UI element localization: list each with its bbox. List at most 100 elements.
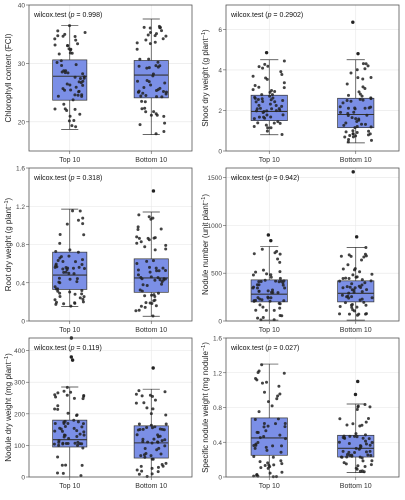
data-point [345,452,349,456]
data-point [343,301,347,305]
y-tick-label: 1.2 [213,370,222,377]
data-point [283,437,287,441]
data-point [279,459,283,463]
y-tick-label: 400 [14,348,25,355]
data-point [341,267,345,271]
data-point [346,263,350,267]
y-tick-label: 2 [218,108,222,115]
data-point [260,93,264,97]
data-point [353,286,357,290]
annotation-p-label: p [267,345,272,352]
data-point [355,305,359,309]
data-point [154,304,158,308]
data-point [56,34,60,38]
data-point [278,433,282,437]
x-tick-label: Bottom 10 [340,483,372,490]
data-point [149,423,153,427]
data-point [77,80,81,84]
outlier-point [353,392,358,397]
panel-border [225,4,400,152]
data-point [69,304,73,308]
data-point [142,401,146,405]
data-point [148,270,152,274]
data-point [369,96,373,100]
data-point [260,97,264,101]
data-point [363,122,367,126]
data-point [148,301,152,305]
panel-border [28,337,193,478]
data-point [280,104,284,108]
data-point [368,443,372,447]
data-point [163,121,167,125]
outlier-point [354,235,359,239]
data-point [54,264,58,268]
data-point [154,266,158,270]
data-point [278,306,282,310]
data-point [56,289,60,293]
data-point [53,298,57,302]
annotation-p-value: = 0.119 [74,345,99,352]
data-point [156,470,160,474]
data-point [338,312,342,316]
data-point [276,394,280,398]
data-point [162,130,166,134]
data-point [67,271,71,275]
annotation-p-value: = 0.027 [271,345,297,352]
data-point [147,80,151,84]
data-point [62,69,66,73]
data-point [278,270,282,274]
data-point [264,445,268,449]
data-point [73,34,77,38]
data-point [141,427,145,431]
data-point [260,363,264,367]
data-point [251,88,255,92]
data-point [58,291,62,295]
y-axis-label-end: ) [4,353,13,356]
data-point [54,287,58,291]
data-point [256,98,260,102]
box-top-10 [52,385,88,478]
data-point [365,113,369,117]
data-point [154,132,158,136]
data-point [347,296,351,300]
data-point [148,265,152,269]
data-point [150,466,154,470]
data-point [140,99,144,103]
data-point [53,37,57,41]
data-point [139,304,143,308]
data-point [364,62,368,66]
data-point [62,102,66,106]
data-point [352,288,356,292]
data-point [141,437,145,441]
data-point [75,429,79,433]
data-point [151,216,155,220]
data-point [274,103,278,107]
data-point [134,392,138,396]
outlier-point [69,355,73,359]
data-point [81,222,85,226]
data-point [266,461,270,465]
data-point [143,106,147,110]
y-axis-label-superscript: −1 [4,356,10,362]
data-point [366,417,370,421]
data-point [137,213,141,217]
data-point [142,85,146,89]
data-point [60,64,64,68]
annotation-prefix: wilcox.test ( [230,12,268,19]
data-point [77,89,81,93]
data-point [164,413,168,417]
data-point [263,463,267,467]
data-point [163,81,167,85]
data-point [61,267,65,271]
data-point [255,473,259,477]
data-point [278,276,282,280]
data-point [59,255,63,259]
data-point [139,464,143,468]
data-point [149,83,153,87]
data-point [148,42,152,46]
wilcox-annotation: wilcox.test (p = 0.027) [230,345,299,352]
data-point [137,422,141,426]
data-point [58,281,62,285]
data-point [66,71,70,75]
data-point [355,68,359,72]
